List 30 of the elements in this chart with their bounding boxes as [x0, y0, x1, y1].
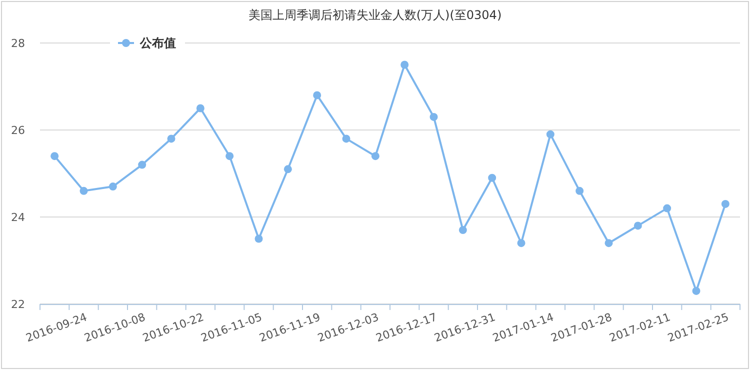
point [458, 226, 467, 234]
point [108, 182, 117, 191]
point [721, 200, 730, 208]
point [226, 152, 234, 160]
point [663, 204, 672, 212]
point [50, 152, 59, 160]
point [546, 130, 554, 138]
point [342, 134, 350, 143]
point [430, 112, 438, 121]
point [692, 286, 700, 295]
legend-label: 公布值 [139, 36, 176, 50]
point [488, 174, 496, 182]
point [371, 152, 380, 160]
point [517, 239, 526, 248]
y-tick-label: 22 [11, 298, 25, 311]
point [576, 186, 584, 195]
point [400, 60, 409, 69]
chart-title: 美国上周季调后初请失业金人数(万人)(至0304) [248, 8, 502, 22]
point [254, 234, 263, 243]
point [138, 160, 146, 169]
point [604, 239, 613, 248]
point [313, 91, 322, 100]
y-tick-label: 26 [11, 124, 25, 137]
point [80, 186, 88, 195]
point [167, 134, 176, 143]
point [634, 222, 642, 230]
point [284, 165, 292, 174]
y-tick-label: 28 [11, 37, 25, 50]
point [196, 104, 204, 112]
y-tick-label: 24 [11, 211, 25, 224]
